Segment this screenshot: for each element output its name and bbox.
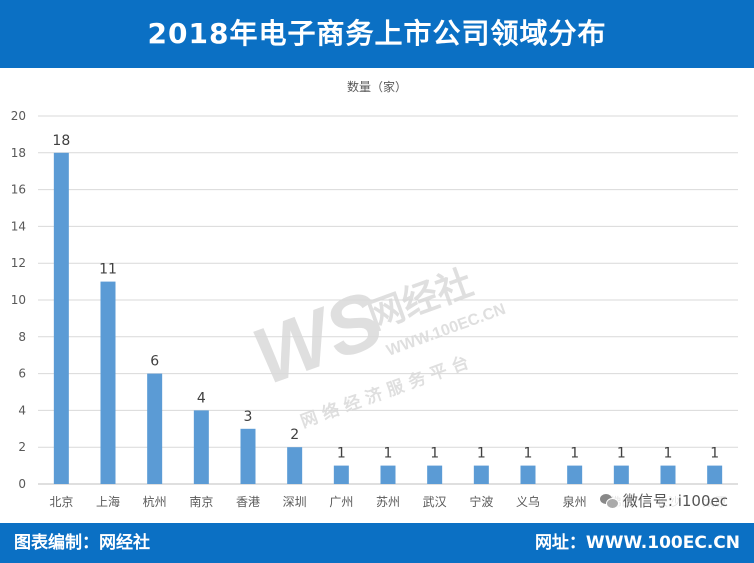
data-label: 1 [664, 446, 673, 462]
page-title: 2018年电子商务上市公司领域分布 [147, 17, 607, 50]
data-label: 4 [197, 390, 206, 406]
data-label: 2 [290, 427, 299, 443]
x-tick-label: 杭州 [143, 494, 167, 509]
footer-website: 网址：WWW.100EC.CN [534, 533, 740, 553]
y-tick-label: 18 [11, 146, 26, 160]
y-tick-label: 0 [18, 477, 26, 491]
wechat-badge: 微信号: i100ec [595, 488, 732, 514]
data-label: 1 [570, 446, 579, 462]
wechat-label: 微信号: i100ec [622, 492, 728, 510]
data-label: 6 [150, 354, 159, 370]
data-label: 1 [384, 446, 393, 462]
gridlines [38, 115, 738, 485]
bar [520, 465, 536, 484]
y-axis: 0 2 4 6 8 10 12 14 16 18 20 [11, 109, 26, 491]
y-tick-label: 12 [11, 256, 26, 270]
y-tick-label: 10 [11, 293, 26, 307]
bar [287, 447, 303, 484]
data-label: 1 [617, 446, 626, 462]
bar [567, 465, 583, 484]
x-tick-label: 广州 [329, 495, 353, 509]
x-tick-label: 武汉 [423, 495, 447, 509]
data-label: 1 [337, 446, 346, 462]
bar-chart: WS 网经社 WWW.100EC.CN 网 络 经 济 服 务 平 台 数量（家… [11, 79, 738, 509]
y-tick-label: 20 [11, 109, 26, 123]
bar [707, 465, 723, 484]
bar [613, 465, 629, 484]
y-tick-label: 16 [11, 183, 26, 197]
bar [333, 465, 349, 484]
data-label: 3 [244, 409, 253, 425]
bar [53, 152, 69, 485]
x-tick-label: 南京 [189, 494, 213, 509]
x-tick-label: 上海 [96, 494, 120, 509]
x-tick-label: 香港 [236, 495, 260, 509]
y-tick-label: 2 [18, 440, 26, 454]
data-label: 11 [99, 262, 117, 278]
bar [100, 281, 116, 484]
x-tick-label: 北京 [49, 495, 73, 509]
data-label: 1 [710, 446, 719, 462]
bar [240, 428, 256, 484]
bar [660, 465, 676, 484]
data-label: 18 [52, 133, 70, 149]
chart-area: WS 网经社 WWW.100EC.CN 网 络 经 济 服 务 平 台 数量（家… [0, 68, 754, 523]
y-tick-label: 8 [18, 330, 26, 344]
data-label: 1 [524, 446, 533, 462]
y-tick-label: 4 [18, 403, 26, 417]
wechat-icon [599, 494, 619, 509]
bar [427, 465, 443, 484]
bars [53, 152, 723, 485]
watermark-logo: WS [242, 274, 394, 402]
x-tick-label: 深圳 [283, 495, 307, 509]
bar [147, 373, 163, 484]
footer-banner: 图表编制：网经社 网址：WWW.100EC.CN [0, 523, 754, 563]
y-tick-label: 6 [18, 367, 26, 381]
y-tick-label: 14 [11, 219, 26, 233]
data-label: 1 [430, 446, 439, 462]
bar [473, 465, 489, 484]
x-tick-label: 苏州 [376, 495, 400, 509]
bar [380, 465, 396, 484]
bar [193, 410, 209, 484]
x-tick-label: 泉州 [563, 495, 587, 509]
chart-title: 数量（家） [347, 79, 407, 94]
x-tick-label: 宁波 [469, 494, 493, 509]
footer-credit: 图表编制：网经社 [14, 533, 150, 553]
header-banner: 2018年电子商务上市公司领域分布 [0, 0, 754, 68]
x-tick-label: 义乌 [516, 494, 540, 509]
data-label: 1 [477, 446, 486, 462]
